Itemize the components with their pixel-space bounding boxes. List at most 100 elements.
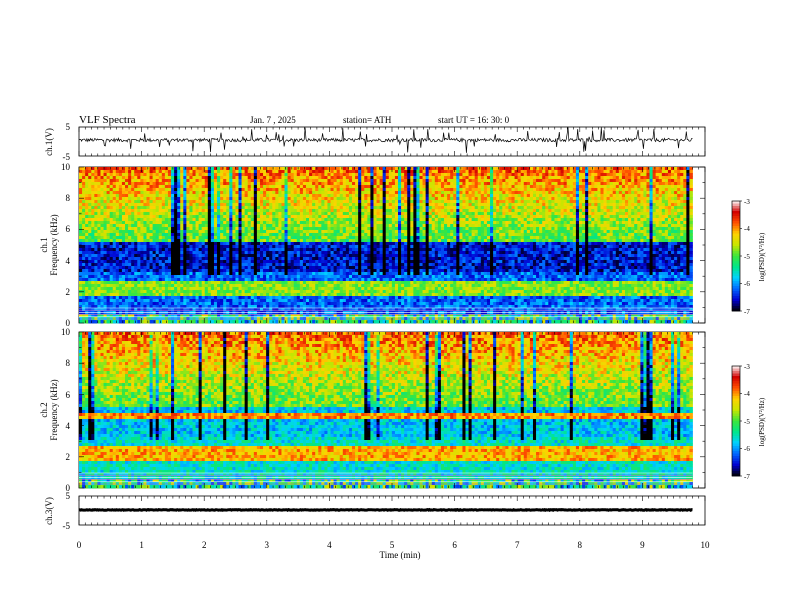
- spectrogram-cell: [309, 236, 312, 239]
- spectrogram-cell: [429, 233, 432, 236]
- spectrogram-cell: [88, 224, 91, 227]
- spectrogram-cell: [478, 185, 481, 188]
- spectrogram-cell: [395, 206, 398, 209]
- spectrogram-cell: [407, 212, 410, 215]
- spectrogram-cell: [137, 236, 140, 239]
- spectrogram-cell: [634, 188, 637, 191]
- spectrogram-cell: [100, 188, 103, 191]
- spectrogram-cell: [508, 230, 511, 233]
- spectrogram-cell: [183, 176, 186, 179]
- spectrogram-cell: [113, 212, 116, 215]
- spectrogram-cell: [597, 200, 600, 203]
- spectrogram-cell: [202, 230, 205, 233]
- spectrogram-cell: [370, 215, 373, 218]
- spectrogram-cell: [554, 212, 557, 215]
- spectrogram-cell: [196, 188, 199, 191]
- spectrogram-cell: [107, 191, 110, 194]
- spectrogram-cell: [85, 230, 88, 233]
- spectrogram-cell: [401, 206, 404, 209]
- spectrogram-cell: [309, 179, 312, 182]
- spectrogram-cell: [367, 194, 370, 197]
- spectrogram-cell: [260, 185, 263, 188]
- spectrogram-cell: [367, 185, 370, 188]
- spectrogram-cell: [551, 179, 554, 182]
- spectrogram-cell: [122, 197, 125, 200]
- spectrogram-cell: [462, 230, 465, 233]
- spectrogram-cell: [189, 203, 192, 206]
- spectrogram-cell: [407, 182, 410, 185]
- spectrogram-cell: [656, 215, 659, 218]
- spectrogram-cell: [671, 224, 674, 227]
- spectrogram-cell: [288, 209, 291, 212]
- spectrogram-cell: [122, 170, 125, 173]
- spectrogram-cell: [211, 221, 214, 224]
- spectrogram-cell: [662, 173, 665, 176]
- spectrogram-cell: [88, 176, 91, 179]
- spectrogram-cell: [153, 173, 156, 176]
- spectrogram-cell: [505, 236, 508, 239]
- spectrogram-cell: [358, 167, 361, 170]
- spectrogram-cell: [113, 194, 116, 197]
- spectrogram-cell: [189, 200, 192, 203]
- spectrogram-cell: [395, 236, 398, 239]
- spectrogram-cell: [300, 182, 303, 185]
- spectrogram-cell: [478, 215, 481, 218]
- spectrogram-cell: [447, 218, 450, 221]
- spectrogram-cell: [146, 179, 149, 182]
- spectrogram-cell: [355, 218, 358, 221]
- spectrogram-cell: [189, 233, 192, 236]
- spectrogram-cell: [490, 185, 493, 188]
- spectrogram-cell: [548, 206, 551, 209]
- spectrogram-cell: [119, 227, 122, 230]
- spectrogram-cell: [650, 206, 653, 209]
- spectrogram-cell: [140, 206, 143, 209]
- spectrogram-cell: [665, 206, 668, 209]
- spectrogram-cell: [407, 206, 410, 209]
- spectrogram-cell: [85, 200, 88, 203]
- spectrogram-cell: [113, 167, 116, 170]
- spectrogram-cell: [674, 167, 677, 170]
- header-start-time: start UT = 16: 30: 0: [438, 115, 510, 125]
- spectrogram-cell: [318, 215, 321, 218]
- spectrogram-cell: [220, 203, 223, 206]
- spectrogram-cell: [689, 173, 692, 176]
- spectrogram-cell: [165, 188, 168, 191]
- spectrogram-cell: [97, 224, 100, 227]
- spectrogram-cell: [327, 197, 330, 200]
- spectrogram-cell: [91, 203, 94, 206]
- spectrogram-cell: [257, 170, 260, 173]
- spectrogram-cell: [465, 200, 468, 203]
- spectrogram-cell: [625, 170, 628, 173]
- spectrogram-cell: [285, 200, 288, 203]
- spectrogram-cell: [407, 230, 410, 233]
- spectrogram-cell: [245, 170, 248, 173]
- spectrogram-cell: [530, 182, 533, 185]
- spectrogram-cell: [668, 200, 671, 203]
- spectrogram-cell: [637, 206, 640, 209]
- spectrogram-cell: [272, 224, 275, 227]
- spectrogram-cell: [567, 227, 570, 230]
- spectrogram-cell: [165, 224, 168, 227]
- spectrogram-cell: [656, 218, 659, 221]
- spectrogram-cell: [306, 230, 309, 233]
- spectrogram-cell: [646, 182, 649, 185]
- spectrogram-cell: [643, 221, 646, 224]
- spectrogram-cell: [91, 179, 94, 182]
- spectrogram-cell: [404, 194, 407, 197]
- spectrogram-cell: [285, 221, 288, 224]
- spectrogram-cell: [272, 179, 275, 182]
- spectrogram-cell: [340, 185, 343, 188]
- spectrogram-cell: [383, 194, 386, 197]
- spectrogram-cell: [192, 233, 195, 236]
- spectrogram-cell: [177, 221, 180, 224]
- spectrogram-cell: [674, 233, 677, 236]
- spectrogram-cell: [680, 206, 683, 209]
- spectrogram-cell: [383, 188, 386, 191]
- spectrogram-cell: [377, 197, 380, 200]
- spectrogram-cell: [373, 170, 376, 173]
- spectrogram-cell: [444, 191, 447, 194]
- spectrogram-cell: [426, 200, 429, 203]
- spectrogram-cell: [383, 215, 386, 218]
- spectrogram-cell: [211, 197, 214, 200]
- spectrogram-cell: [579, 179, 582, 182]
